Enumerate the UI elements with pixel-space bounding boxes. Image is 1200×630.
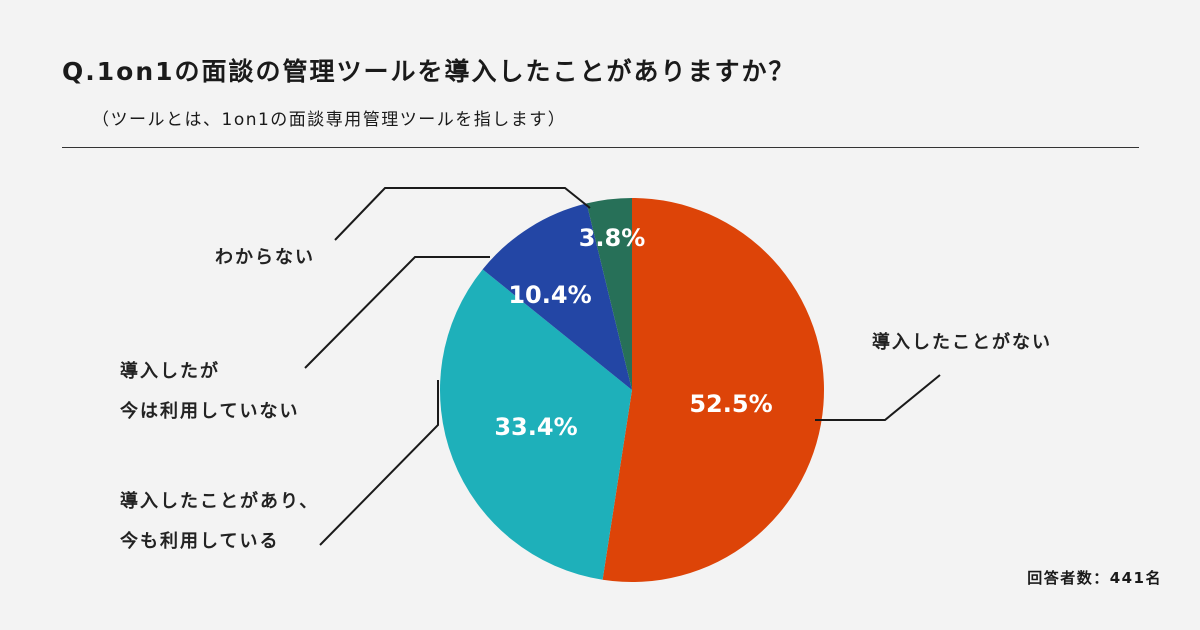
category-label-stopped: 導入したが 今は利用していない <box>120 352 299 432</box>
value-label-never: 52.5% <box>689 390 772 418</box>
chart-subtitle: （ツールとは、1on1の面談専用管理ツールを指します） <box>92 110 567 130</box>
leader-line-unknown <box>334 187 591 241</box>
category-label-never-text: 導入したことがない <box>872 332 1052 353</box>
pie-slice-unknown <box>586 198 632 390</box>
category-label-unknown-text: わからない <box>215 247 315 268</box>
pie-slice-stopped <box>482 203 632 390</box>
leader-line-used <box>319 380 439 546</box>
chart-title: Q.1on1の面談の管理ツールを導入したことがありますか？ <box>62 57 796 86</box>
value-label-stopped: 10.4% <box>508 281 591 309</box>
respondent-count: 回答者数：441名 <box>1027 569 1162 587</box>
leader-line-stopped <box>304 256 490 369</box>
category-label-used-line2: 今も利用している <box>120 531 280 552</box>
value-label-used: 33.4% <box>494 413 577 441</box>
value-label-unknown: 3.8% <box>579 224 646 252</box>
category-label-used: 導入したことがあり、 今も利用している <box>120 482 319 562</box>
category-label-stopped-line1: 導入したが <box>120 361 220 382</box>
pie-slice-used <box>440 269 632 580</box>
category-label-unknown: わからない <box>215 238 315 278</box>
header-divider <box>62 147 1139 148</box>
leader-line-never <box>815 374 941 421</box>
category-label-never: 導入したことがない <box>872 323 1052 363</box>
category-label-used-line1: 導入したことがあり、 <box>120 491 320 512</box>
category-label-stopped-line2: 今は利用していない <box>120 401 300 422</box>
pie-slice-never <box>602 198 824 582</box>
